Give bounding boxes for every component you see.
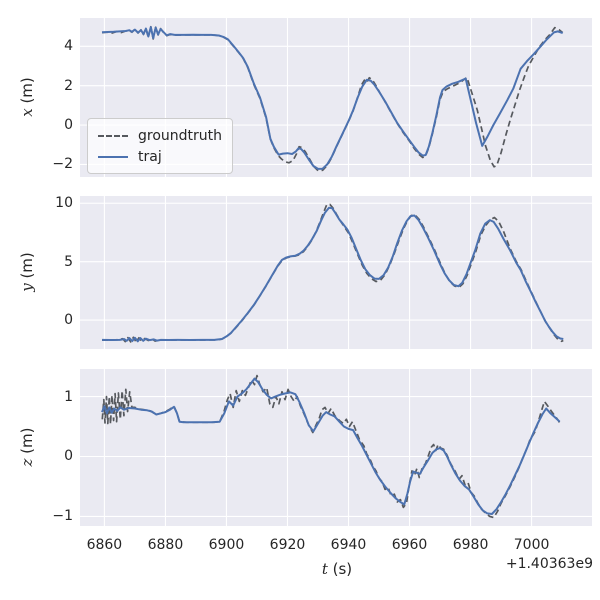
x-axis-label: t (s)	[217, 560, 457, 578]
x-tick-label: 7000	[513, 537, 550, 553]
legend-item-groundtruth: groundtruth	[98, 126, 222, 147]
y-tick-label: 0	[64, 117, 73, 134]
x-tick-label: 6940	[330, 537, 367, 553]
x-tick-label: 6860	[86, 537, 123, 553]
y-tick-label: −2	[52, 156, 73, 173]
y-tick-label: 0	[64, 312, 73, 329]
x-axis-label-unit: (s)	[327, 560, 353, 578]
traj-line-z	[101, 377, 561, 515]
traj-line-y	[101, 206, 564, 343]
legend-item-traj: traj	[98, 147, 222, 168]
x-tick-label: 6980	[452, 537, 489, 553]
y-tick-label: 0	[64, 448, 73, 465]
y-tick-label: 2	[64, 77, 73, 94]
groundtruth-dashed-line-icon	[98, 135, 128, 138]
legend: groundtruth traj	[87, 118, 233, 174]
y-axis-label-y-var: y	[18, 283, 36, 292]
x-axis-offset-text: +1.40363e9	[505, 556, 593, 572]
axes-background-y	[80, 196, 592, 349]
x-axis-label-var: t	[321, 560, 328, 578]
y-tick-label: 1	[64, 388, 73, 405]
traj-solid-line-icon	[98, 155, 128, 158]
x-tick-label: 6920	[269, 537, 306, 553]
y-tick-label: 5	[64, 253, 73, 270]
y-tick-label: 4	[64, 38, 73, 55]
x-tick-label: 6880	[147, 537, 184, 553]
y-tick-label: 10	[55, 195, 73, 212]
y-tick-label: −1	[52, 508, 73, 525]
legend-label-groundtruth: groundtruth	[138, 128, 223, 145]
x-tick-label: 6900	[208, 537, 245, 553]
axes-background-z	[80, 369, 592, 526]
traj-line-x	[101, 26, 564, 170]
legend-label-traj: traj	[138, 148, 162, 165]
x-tick-label: 6960	[391, 537, 428, 553]
